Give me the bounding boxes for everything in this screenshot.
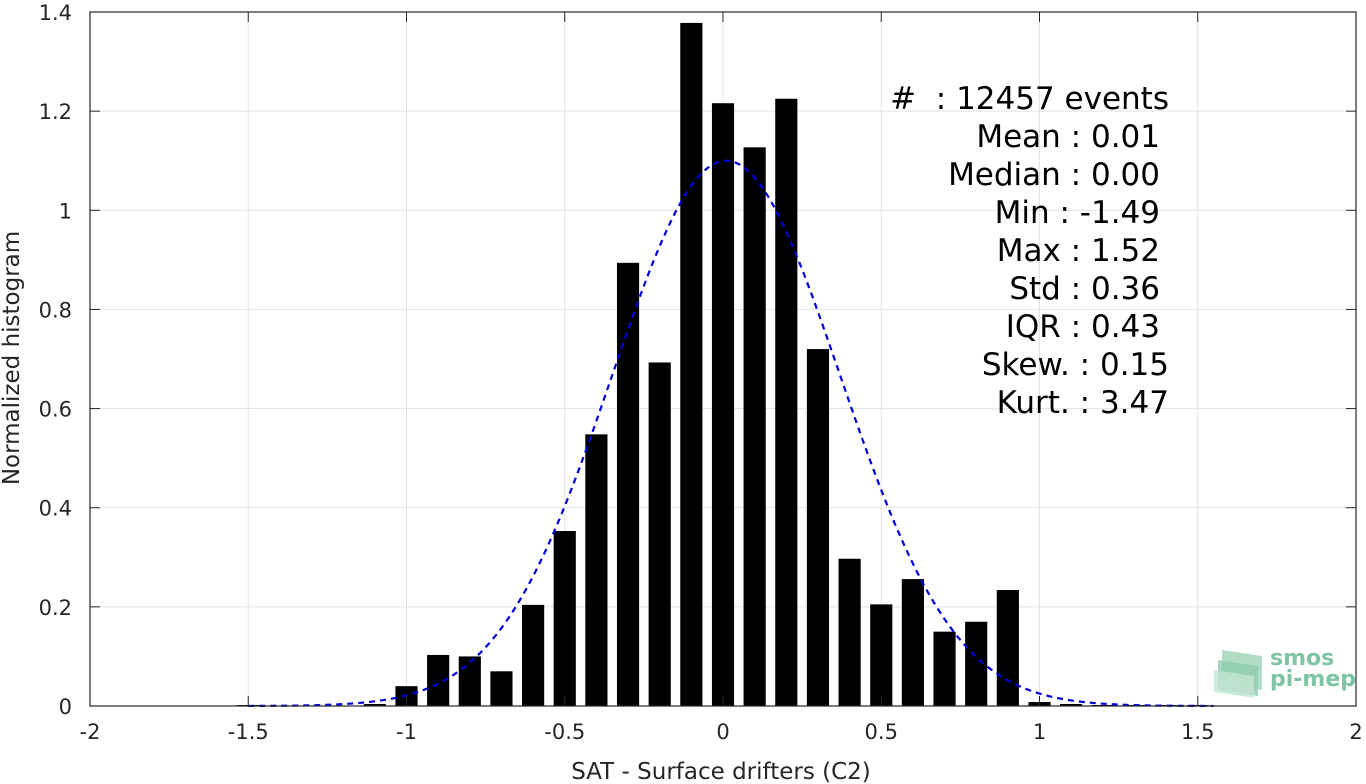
- bars-layer: [237, 22, 1209, 707]
- x-tick-label: -1.5: [228, 720, 269, 744]
- axes-layer: [89, 11, 1357, 707]
- histogram-bar: [427, 654, 450, 706]
- x-tick-label: 1.5: [1181, 720, 1214, 744]
- y-tick-label: 1.2: [39, 100, 72, 124]
- x-tick-label: -0.5: [544, 720, 585, 744]
- y-tick-label: 1.4: [39, 1, 72, 25]
- histogram-bar: [933, 631, 956, 706]
- histogram-bar: [901, 579, 924, 706]
- y-tick-label: 0: [59, 695, 72, 719]
- y-tick-label: 0.4: [39, 497, 72, 521]
- stat-kurt: Kurt. : 3.47: [997, 385, 1169, 421]
- histogram-bar: [680, 22, 703, 707]
- histogram-bar: [522, 604, 545, 706]
- y-tick-label: 0.8: [39, 298, 72, 322]
- histogram-bar: [806, 349, 830, 706]
- stat-events: # : 12457 events: [890, 81, 1169, 117]
- histogram-bar: [363, 704, 386, 706]
- x-tick-label: 1: [1033, 720, 1046, 744]
- logo-line-1: smos: [1270, 646, 1334, 671]
- x-tick-label: -2: [80, 720, 101, 744]
- histogram-bar: [838, 558, 861, 706]
- histogram-bar: [585, 434, 608, 706]
- y-tick-label: 1: [59, 199, 72, 223]
- y-tick-label: 0.2: [39, 596, 72, 620]
- histogram-bar: [490, 671, 513, 706]
- histogram-bar: [648, 362, 671, 706]
- histogram-bar: [743, 147, 766, 706]
- stat-min: Min : -1.49: [995, 195, 1160, 231]
- histogram-bar: [616, 262, 640, 706]
- histogram-bar: [965, 621, 988, 706]
- logo-line-2: pi-mep: [1270, 667, 1356, 692]
- stats-box: # : 12457 events Mean : 0.01 Median : 0.…: [890, 81, 1169, 421]
- x-tick-label: 0: [716, 720, 729, 744]
- stat-std: Std : 0.36: [1009, 271, 1160, 307]
- stat-median: Median : 0.00: [948, 157, 1160, 193]
- x-tick-label: 2: [1349, 720, 1362, 744]
- histogram-bar: [996, 590, 1019, 706]
- plot-frame: [89, 11, 1357, 707]
- histogram-bar: [775, 98, 798, 706]
- x-tick-label: -1: [396, 720, 417, 744]
- smos-pimep-logo: smos pi-mep: [1214, 646, 1356, 698]
- histogram-bar: [1060, 704, 1083, 706]
- histogram-bar: [711, 103, 735, 706]
- stat-iqr: IQR : 0.43: [1006, 309, 1160, 345]
- x-axis-title: SAT - Surface drifters (C2): [571, 759, 871, 784]
- histogram-bar: [553, 531, 576, 706]
- y-tick-label: 0.6: [39, 398, 72, 422]
- tick-labels: -2 -1.5 -1 -0.5 0 0.5 1 1.5 2 0 0.2 0.4 0.6 0.8 1 1.2 1.…: [39, 1, 1363, 744]
- stat-max: Max : 1.52: [997, 233, 1160, 269]
- histogram-bar: [458, 656, 481, 706]
- stat-mean: Mean : 0.01: [976, 119, 1160, 155]
- logo-mark-icon: [1214, 650, 1262, 698]
- histogram-bar: [870, 604, 893, 706]
- stat-skew: Skew. : 0.15: [982, 347, 1169, 383]
- x-tick-label: 0.5: [865, 720, 898, 744]
- y-axis-title: Normalized histogram: [0, 231, 25, 485]
